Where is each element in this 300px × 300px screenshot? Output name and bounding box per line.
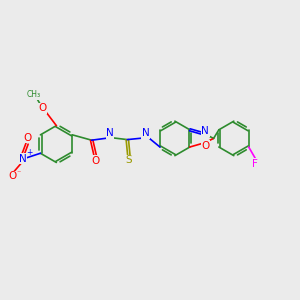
Text: N: N xyxy=(201,126,209,136)
Text: H: H xyxy=(107,128,113,137)
Text: CH₃: CH₃ xyxy=(27,90,41,99)
Text: O: O xyxy=(201,140,209,151)
Text: O: O xyxy=(23,133,32,143)
Text: O: O xyxy=(39,103,47,113)
Text: N: N xyxy=(19,154,26,164)
Text: H: H xyxy=(142,128,149,137)
Text: ⁻: ⁻ xyxy=(16,168,21,177)
Text: N: N xyxy=(142,128,149,138)
Text: +: + xyxy=(26,148,33,157)
Text: F: F xyxy=(252,159,258,169)
Text: S: S xyxy=(125,155,132,165)
Text: N: N xyxy=(106,128,114,138)
Text: O: O xyxy=(8,172,16,182)
Text: O: O xyxy=(91,156,99,166)
